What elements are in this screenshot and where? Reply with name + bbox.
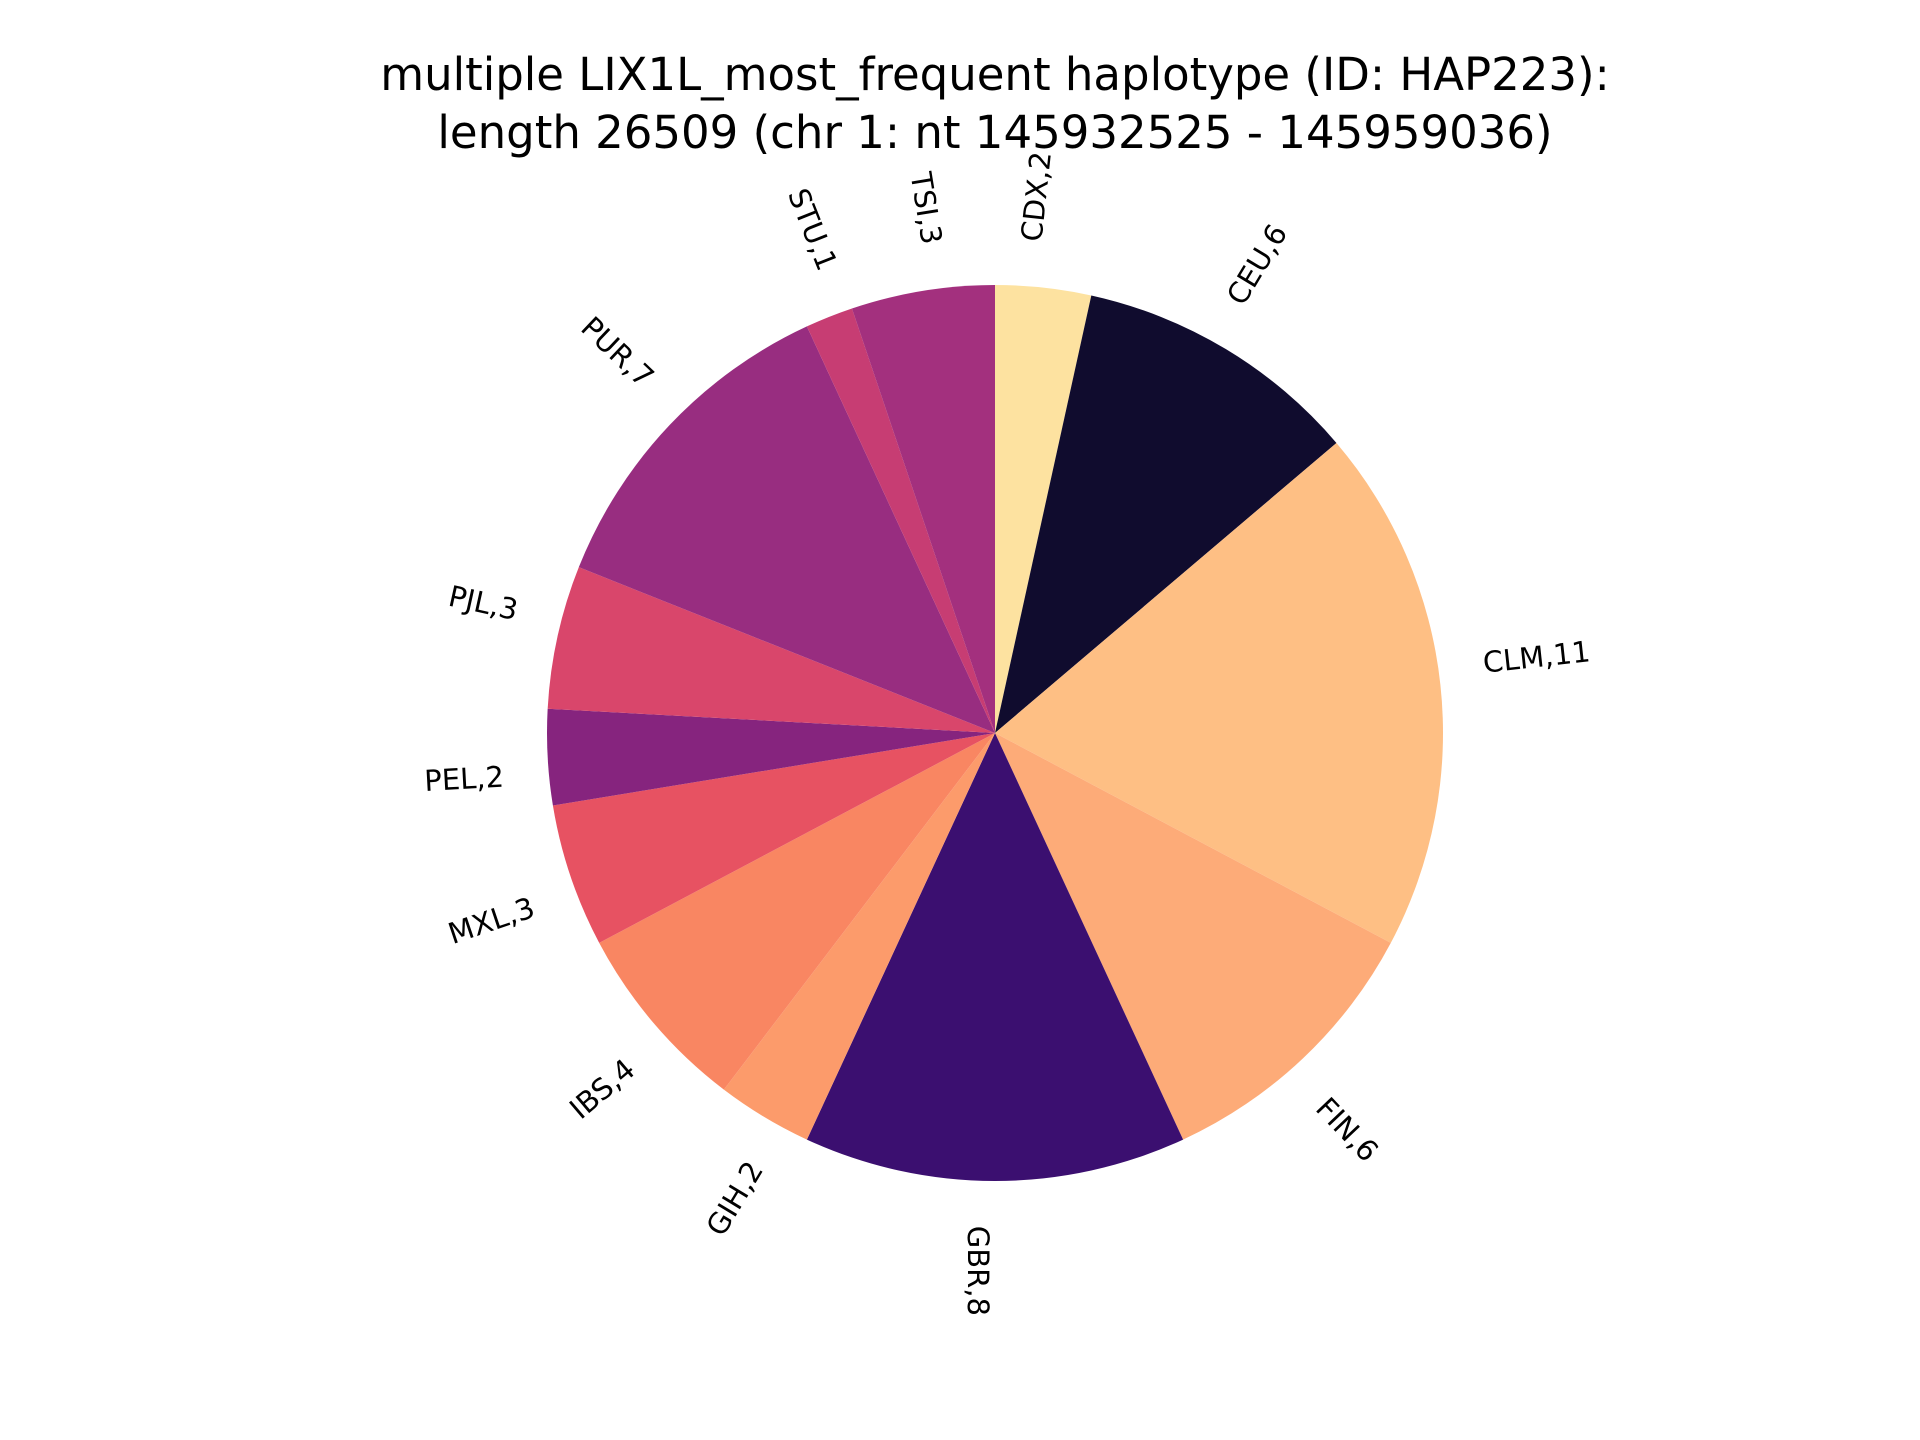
pie-slice-ibs [599,733,995,1090]
pie-label-ibs: IBS,4 [563,1052,641,1126]
pie-slice-pjl [547,567,995,733]
pie-label-fin: FIN,6 [1309,1091,1385,1169]
pie-slice-pel [547,708,995,806]
pie-slice-stu [806,308,995,733]
pie-label-gih: GIH,2 [699,1155,770,1242]
pie-label-mxl: MXL,3 [444,890,539,951]
pie-label-pur: PUR,7 [574,310,660,394]
pie-slice-pur [578,326,995,733]
pie-slice-fin [995,733,1391,1140]
pie-slices [547,285,1444,1182]
pie-label-stu: STU,1 [781,184,844,276]
pie-label-clm: CLM,11 [1481,634,1592,679]
pie-label-gbr: GBR,8 [961,1226,995,1316]
pie-slice-ceu [995,295,1337,733]
pie-slice-clm [995,442,1444,943]
chart-title-line-2: length 26509 (chr 1: nt 145932525 - 1459… [437,106,1552,159]
pie-label-ceu: CEU,6 [1220,218,1294,310]
pie-slice-mxl [552,733,995,943]
pie-label-cdx: CDX,2 [1014,150,1058,243]
pie-label-tsi: TSI,3 [903,169,948,247]
pie-slice-gbr [806,733,1184,1182]
pie-slice-gih [723,733,995,1140]
pie-slice-cdx [995,285,1092,733]
chart-title-line-1: multiple LIX1L_most_frequent haplotype (… [380,48,1610,101]
pie-label-pjl: PJL,3 [445,579,521,627]
pie-slice-tsi [851,285,995,733]
pie-label-pel: PEL,2 [423,760,504,798]
